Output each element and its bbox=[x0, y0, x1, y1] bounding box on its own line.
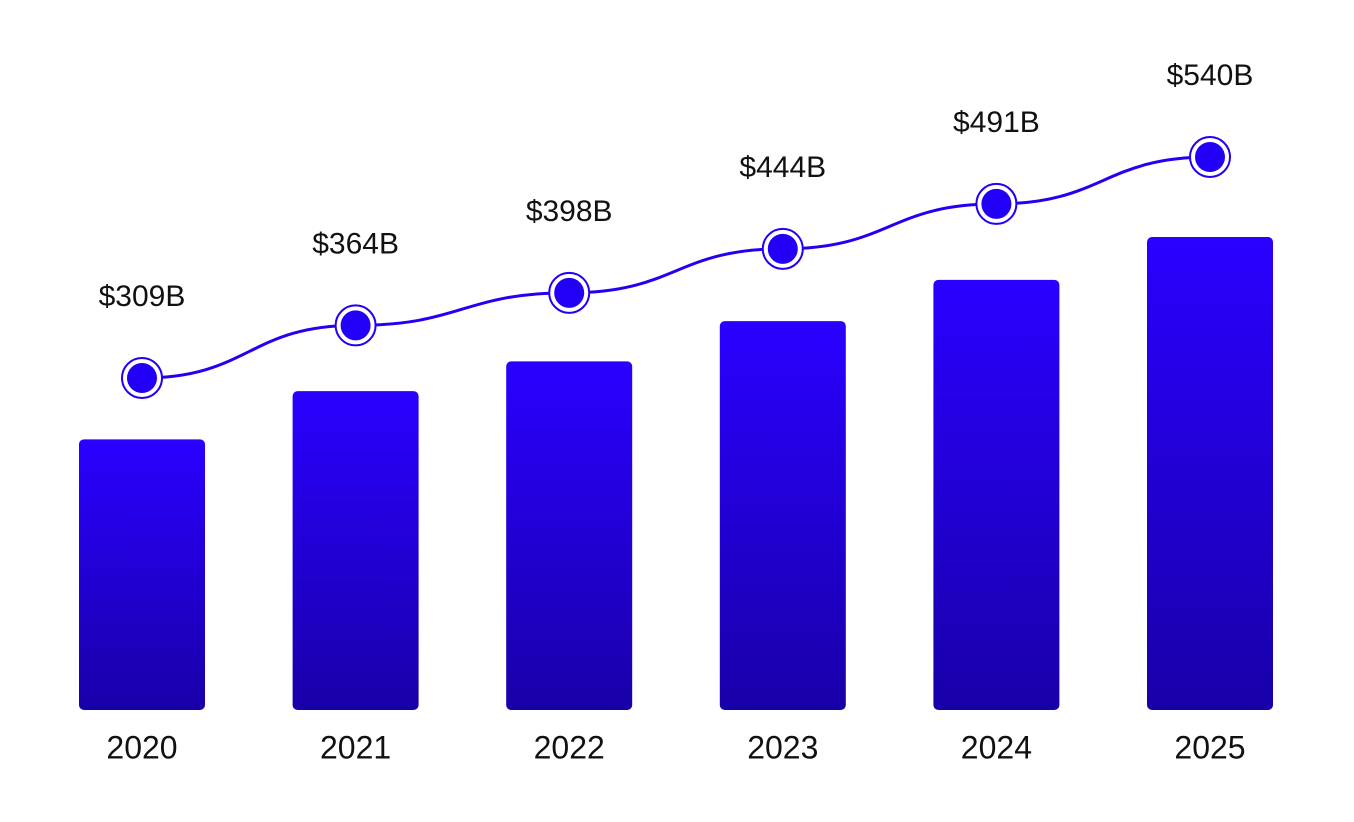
point bbox=[1195, 142, 1225, 172]
x-tick-label: 2021 bbox=[320, 729, 391, 765]
bar bbox=[933, 279, 1060, 710]
bar bbox=[506, 361, 633, 710]
point bbox=[340, 310, 371, 341]
value-label: $540B bbox=[1167, 59, 1254, 92]
value-label: $309B bbox=[99, 280, 186, 313]
x-tick-label: 2022 bbox=[534, 729, 605, 765]
value-label: $398B bbox=[526, 195, 613, 228]
x-tick-label: 2023 bbox=[747, 729, 818, 765]
point bbox=[981, 188, 1012, 219]
point bbox=[554, 277, 585, 308]
line bbox=[141, 155, 1211, 380]
x-tick-label: 2025 bbox=[1174, 729, 1245, 765]
bar bbox=[719, 321, 846, 710]
x-tick-label: 2024 bbox=[961, 729, 1032, 765]
point bbox=[767, 233, 798, 264]
bar bbox=[1147, 237, 1273, 710]
bar bbox=[79, 439, 205, 710]
value-label: $364B bbox=[312, 227, 399, 260]
value-label: $491B bbox=[953, 106, 1040, 139]
x-tick-label: 2020 bbox=[106, 729, 177, 765]
value-label: $444B bbox=[739, 151, 826, 184]
bar bbox=[292, 391, 419, 710]
point bbox=[127, 363, 157, 393]
